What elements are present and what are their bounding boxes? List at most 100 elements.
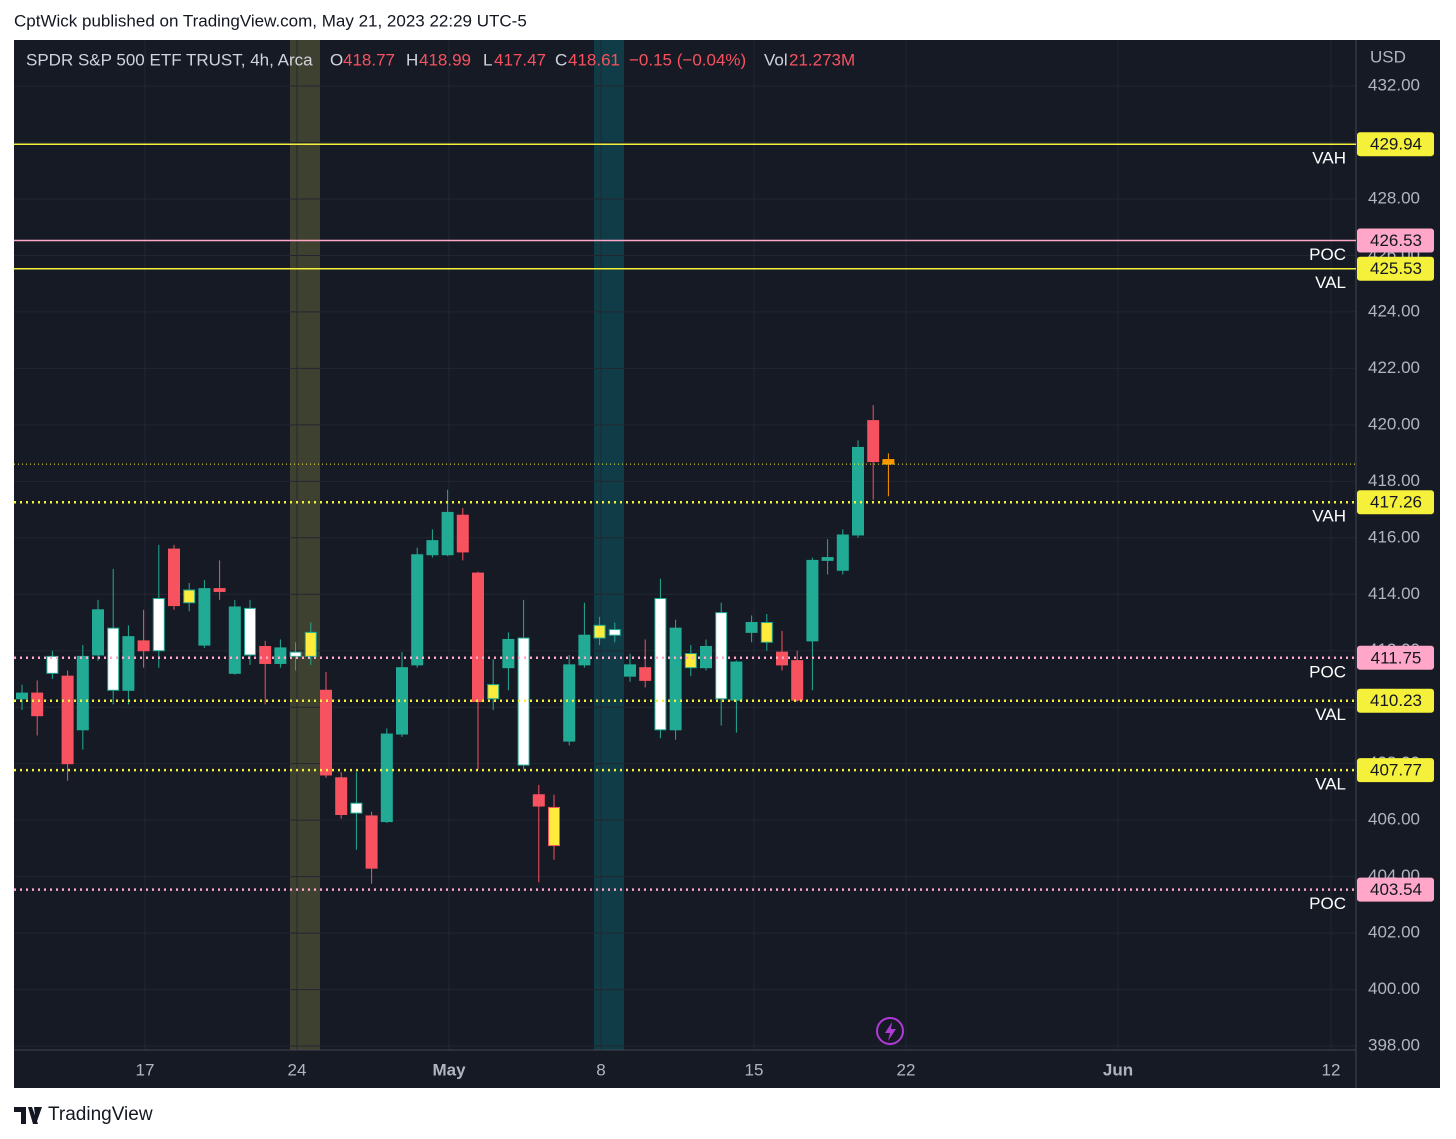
y-tick-label: 416.00 (1368, 527, 1420, 546)
price-badge (1357, 228, 1434, 253)
candle-body (16, 692, 28, 700)
y-tick-label: 428.00 (1368, 188, 1420, 207)
candle-body (867, 420, 880, 463)
publish-info: CptWick published on TradingView.com, Ma… (14, 11, 527, 30)
price-badge (1357, 490, 1434, 515)
level-name: POC (1309, 245, 1346, 264)
change: −0.15 (−0.04%) (629, 50, 746, 69)
candle-body (791, 660, 804, 701)
alert-icon-bolt (885, 1022, 896, 1041)
candle-body (350, 802, 363, 814)
volume-value: 21.273M (789, 50, 855, 69)
candle-body (380, 733, 393, 823)
price-badge (1357, 877, 1434, 902)
ohlc-value: 418.77 (343, 50, 395, 69)
candle-body (274, 647, 287, 664)
candle-body (76, 655, 89, 731)
x-tick-label: 24 (288, 1060, 307, 1079)
x-tick-label: 15 (745, 1060, 764, 1079)
x-tick-label: 12 (1322, 1060, 1341, 1079)
candle-body (548, 806, 560, 847)
candle-body (426, 540, 439, 556)
candle-body (304, 631, 317, 657)
alert-icon[interactable] (876, 1017, 904, 1045)
volume-label: Vol (764, 50, 788, 69)
price-badge-label: 403.54 (1370, 880, 1422, 899)
candle-body (487, 684, 500, 700)
candle-body (441, 511, 454, 556)
candle-body (335, 777, 348, 816)
candle-body (715, 612, 728, 700)
candle-body (608, 629, 621, 636)
price-badge (1357, 645, 1434, 670)
candle-body (259, 646, 272, 664)
footer-brand: TradingView (48, 1104, 153, 1125)
candle-body (502, 638, 515, 669)
candle-body (760, 622, 773, 643)
candle-body (852, 446, 864, 536)
ohlc-label: C (555, 50, 567, 69)
y-tick-label: 420.00 (1368, 414, 1420, 433)
candle-body (46, 655, 59, 674)
candle-body (472, 572, 484, 703)
candle-body (320, 689, 332, 776)
candle-body (183, 589, 196, 604)
candle-body (411, 554, 424, 666)
candle-body (92, 609, 104, 656)
level-name: POC (1309, 894, 1346, 913)
candle-body (624, 664, 636, 677)
price-badge-label: 425.53 (1370, 259, 1422, 278)
ohlc-label: H (406, 50, 418, 69)
highlight-band (594, 40, 624, 1050)
x-tick-label: Jun (1103, 1060, 1133, 1079)
price-badge (1357, 758, 1434, 783)
y-tick-label: 422.00 (1368, 358, 1420, 377)
ohlc-value: 417.47 (494, 50, 546, 69)
level-name: VAL (1315, 775, 1346, 794)
currency: USD (1370, 47, 1406, 66)
candle-body (882, 459, 895, 465)
level-name: VAH (1312, 149, 1346, 168)
levels: VAH 429.94 POC 426.53 VAL 425.53 VAH 417.26 POC 4… (14, 132, 1434, 913)
price-badge-label: 426.53 (1370, 231, 1422, 250)
ohlc-label: O (330, 50, 343, 69)
y-tick-label: 406.00 (1368, 810, 1420, 829)
legend: SPDR S&P 500 ETF TRUST, 4h, Arca O 418.7… (26, 50, 855, 69)
candle-body (396, 667, 408, 735)
candle-body (61, 675, 74, 765)
level-name: VAH (1312, 507, 1346, 526)
candle-body (730, 661, 743, 701)
symbol-title: SPDR S&P 500 ETF TRUST, 4h, Arca (26, 50, 313, 69)
candle-body (168, 548, 180, 607)
candle-body (213, 588, 226, 592)
x-tick-label: May (432, 1060, 466, 1079)
price-badge-label: 411.75 (1371, 648, 1422, 667)
candle-body (654, 598, 667, 731)
y-tick-label: 424.00 (1368, 301, 1420, 320)
ohlc-value: 418.99 (419, 50, 471, 69)
candle-body (563, 664, 576, 742)
level-name: POC (1309, 662, 1346, 681)
candle-body (31, 692, 44, 717)
y-tick-label: 414.00 (1368, 584, 1420, 603)
candle-body (836, 534, 849, 571)
highlight-band (290, 40, 320, 1050)
ohlc-label: L (483, 50, 492, 69)
candle-body (122, 636, 135, 691)
price-badge-label: 407.77 (1370, 761, 1422, 780)
candle-body (365, 815, 378, 869)
x-tick-label: 8 (596, 1060, 605, 1079)
candle-body (228, 606, 241, 674)
level-name: VAL (1315, 705, 1346, 724)
footer-logo (14, 1107, 42, 1124)
logo-mark (14, 1107, 42, 1124)
y-tick-label: 418.00 (1368, 471, 1420, 490)
candle-body (107, 627, 120, 691)
candle-body (821, 557, 834, 561)
candle-body (639, 667, 652, 681)
candle-body (137, 640, 150, 652)
candle-body (578, 634, 591, 666)
candle-body (198, 588, 211, 646)
